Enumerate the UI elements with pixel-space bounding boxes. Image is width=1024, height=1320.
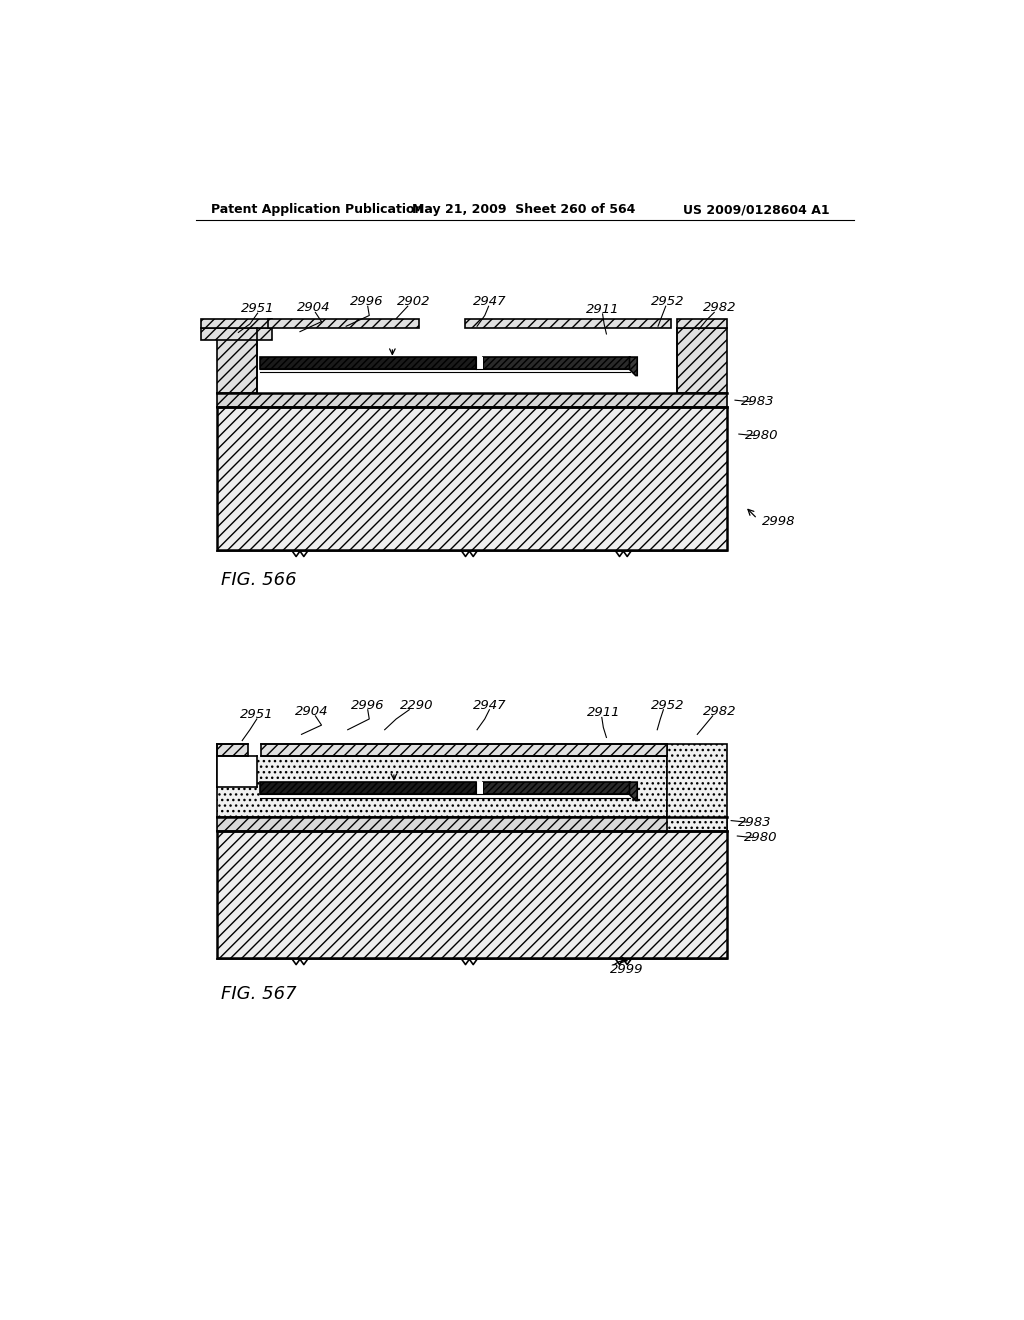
Bar: [483, 781, 630, 795]
Bar: [217, 743, 668, 756]
Text: May 21, 2009  Sheet 260 of 564: May 21, 2009 Sheet 260 of 564: [412, 203, 635, 216]
Text: 2980: 2980: [743, 832, 777, 843]
Bar: [677, 327, 727, 393]
Text: 2996: 2996: [351, 698, 384, 711]
Bar: [677, 318, 727, 327]
Text: 2904: 2904: [297, 301, 331, 314]
Bar: [483, 358, 630, 370]
Text: 2982: 2982: [702, 301, 736, 314]
Text: FIG. 566: FIG. 566: [221, 572, 297, 589]
Text: 2902: 2902: [397, 296, 431, 308]
Text: 2947: 2947: [473, 296, 506, 308]
Text: 2980: 2980: [745, 429, 778, 442]
Text: 2904: 2904: [295, 705, 329, 718]
Bar: [475, 358, 483, 370]
Text: 2911: 2911: [587, 706, 621, 719]
Bar: [260, 370, 630, 372]
Bar: [217, 756, 257, 787]
Text: 2951: 2951: [241, 302, 274, 315]
Bar: [202, 318, 272, 327]
Bar: [260, 781, 475, 795]
Bar: [260, 795, 630, 797]
Bar: [260, 358, 475, 370]
Text: 2996: 2996: [350, 296, 384, 308]
Text: US 2009/0128604 A1: US 2009/0128604 A1: [683, 203, 830, 216]
Text: 2982: 2982: [702, 705, 736, 718]
Text: 2947: 2947: [473, 698, 506, 711]
Bar: [202, 327, 272, 341]
Polygon shape: [630, 781, 637, 800]
Text: 2952: 2952: [651, 296, 685, 308]
Bar: [217, 830, 727, 958]
Bar: [248, 742, 261, 758]
Bar: [217, 327, 257, 393]
Bar: [465, 318, 671, 327]
Text: 2290: 2290: [400, 698, 434, 711]
Text: 2983: 2983: [737, 816, 771, 829]
Text: FIG. 567: FIG. 567: [221, 985, 297, 1003]
Bar: [217, 407, 727, 549]
Text: 2951: 2951: [240, 708, 273, 721]
Text: 2911: 2911: [586, 302, 620, 315]
Text: 2983: 2983: [741, 395, 775, 408]
Text: 2952: 2952: [650, 698, 684, 711]
Text: 2999: 2999: [609, 964, 643, 977]
Text: 2998: 2998: [762, 515, 796, 528]
Bar: [268, 318, 419, 327]
Text: Patent Application Publication: Patent Application Publication: [211, 203, 424, 216]
Bar: [217, 817, 727, 830]
Bar: [217, 393, 727, 407]
Bar: [257, 327, 677, 393]
Polygon shape: [630, 358, 637, 376]
Bar: [668, 743, 727, 830]
Bar: [475, 781, 483, 795]
Bar: [217, 756, 668, 817]
